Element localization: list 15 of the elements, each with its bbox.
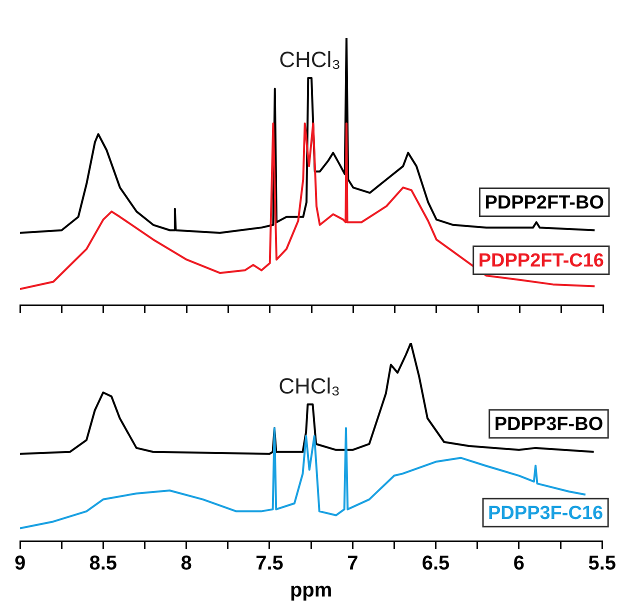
annotation: CHCl₃ [278,373,340,398]
x-tick-label: 8 [180,552,192,575]
series-label: PDPP3F-BO [494,414,604,436]
series-label: PDPP3F-C16 [488,502,604,524]
annotation: CHCl₃ [279,47,341,72]
x-tick-label: 7 [347,552,358,575]
x-tick-label: 9 [14,552,26,575]
x-tick-label: 7.5 [256,552,284,575]
x-axis-title: ppm [290,580,332,602]
x-tick-label: 8.5 [89,552,118,575]
x-tick-label: 6 [513,552,525,575]
series-label: PDPP2FT-C16 [478,250,604,272]
x-tick-label: 6.5 [422,552,450,575]
x-tick-label: 5.5 [588,552,616,575]
series-label: PDPP2FT-BO [484,192,604,214]
